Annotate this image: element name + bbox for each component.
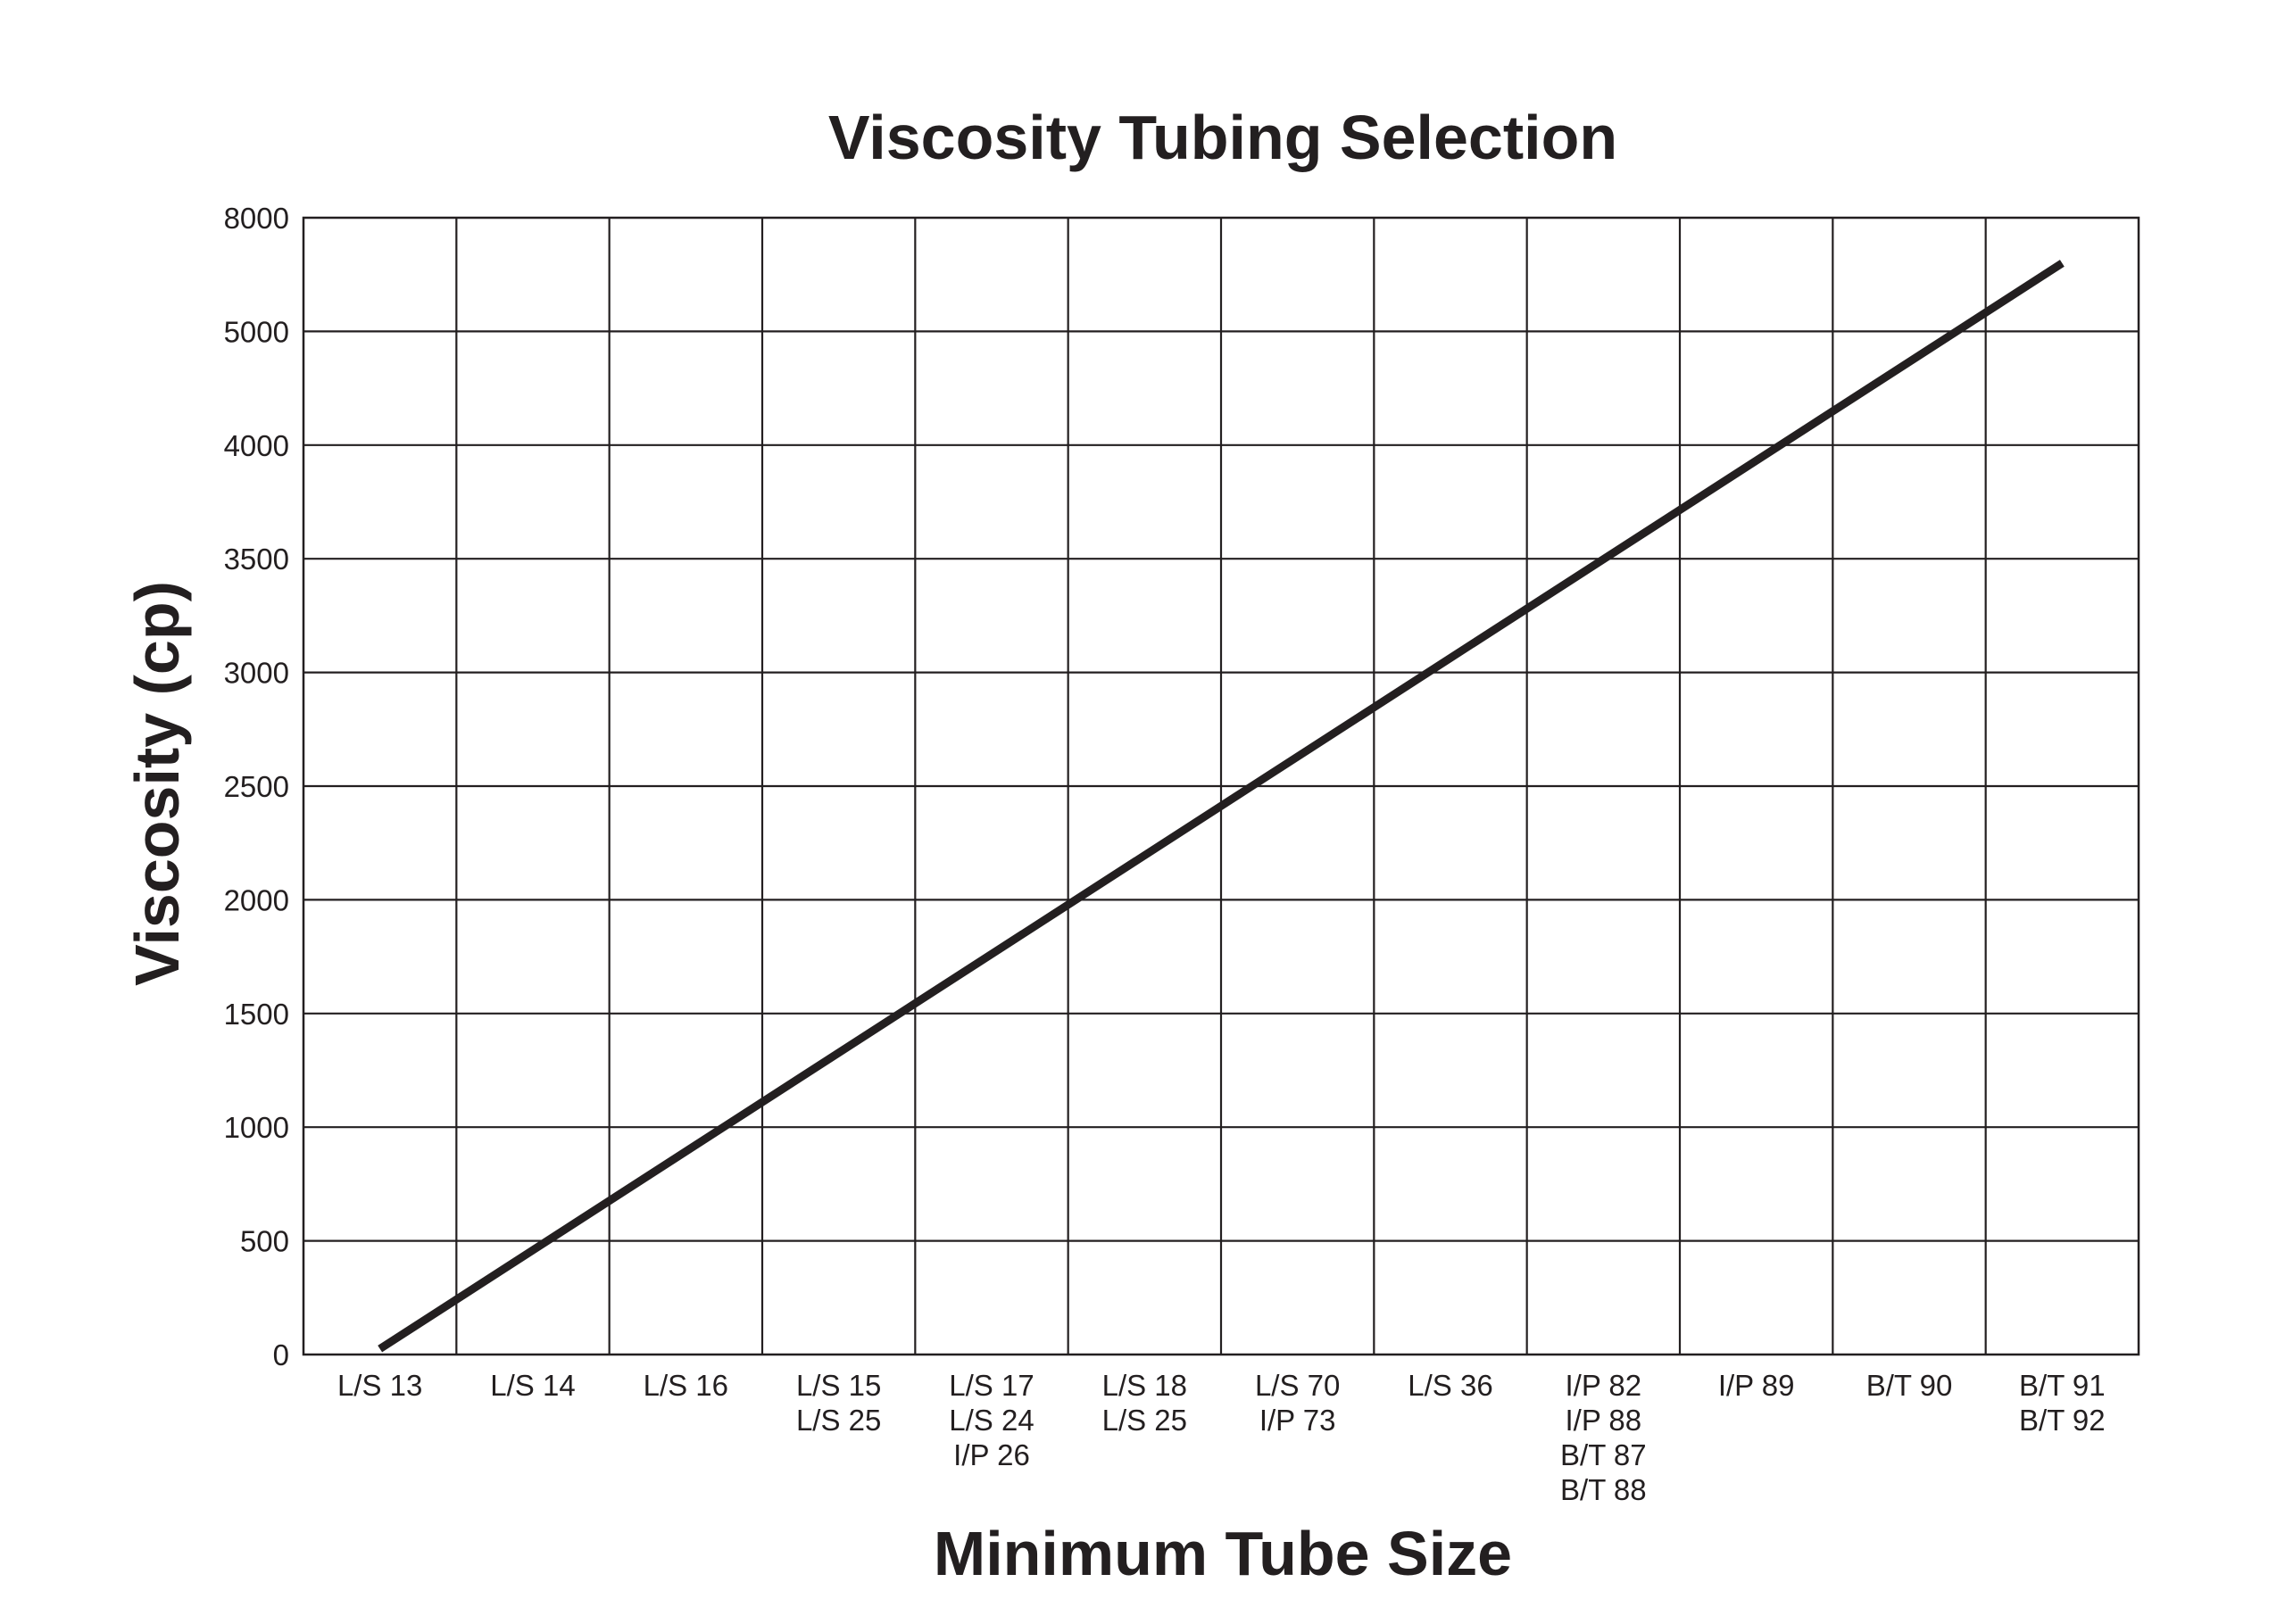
x-tick-label: L/S 24 <box>949 1404 1034 1437</box>
x-tick-label: L/S 70 <box>1255 1369 1340 1402</box>
x-tick-label: B/T 87 <box>1560 1438 1647 1471</box>
y-tick-label: 1500 <box>224 998 289 1031</box>
x-axis-ticks: L/S 13 L/S 14 L/S 16 L/S 15L/S 25L/S 17L/S … <box>337 1369 2106 1506</box>
x-tick-label: L/S 18 <box>1102 1369 1187 1402</box>
y-tick-label: 8000 <box>224 202 289 235</box>
y-tick-label: 2000 <box>224 883 289 916</box>
x-tick-label: I/P 88 <box>1566 1404 1642 1437</box>
x-tick-label: L/S 17 <box>949 1369 1034 1402</box>
x-tick-label: L/S 13 <box>337 1369 422 1402</box>
y-tick-label: 1000 <box>224 1111 289 1144</box>
x-tick-label: L/S 14 <box>490 1369 575 1402</box>
y-tick-label: 3500 <box>224 543 289 576</box>
x-tick-label: I/P 73 <box>1259 1404 1336 1437</box>
y-tick-label: 0 <box>273 1338 289 1371</box>
x-axis-title: Minimum Tube Size <box>934 1519 1512 1588</box>
series-layer <box>378 260 2065 1353</box>
chart-title: Viscosity Tubing Selection <box>828 103 1617 172</box>
x-tick-label: B/T 88 <box>1560 1473 1647 1506</box>
x-tick-label: B/T 91 <box>2019 1369 2106 1402</box>
x-tick-label: L/S 36 <box>1408 1369 1492 1402</box>
y-axis-ticks: 0 500 1000 1500 2000 2500 3000 3500 4000 5000 8000 <box>224 202 289 1371</box>
x-tick-label: L/S 15 <box>796 1369 881 1402</box>
y-tick-label: 2500 <box>224 770 289 803</box>
x-tick-label: B/T 90 <box>1866 1369 1953 1402</box>
plot-grid <box>302 216 2140 1356</box>
y-tick-label: 3000 <box>224 657 289 690</box>
x-tick-label: I/P 82 <box>1566 1369 1642 1402</box>
x-tick-label: L/S 25 <box>1102 1404 1187 1437</box>
y-axis-title: Viscosity (cp) <box>122 581 192 986</box>
plot-frame <box>302 216 2140 1356</box>
y-tick-label: 5000 <box>224 315 289 348</box>
x-tick-label: L/S 16 <box>644 1369 728 1402</box>
y-tick-label: 4000 <box>224 429 289 462</box>
x-tick-label: L/S 25 <box>796 1404 881 1437</box>
series-line <box>378 260 2065 1353</box>
x-tick-label: I/P 26 <box>953 1438 1030 1471</box>
x-tick-label: B/T 92 <box>2019 1404 2106 1437</box>
y-tick-label: 500 <box>240 1225 289 1258</box>
x-tick-label: I/P 89 <box>1718 1369 1795 1402</box>
